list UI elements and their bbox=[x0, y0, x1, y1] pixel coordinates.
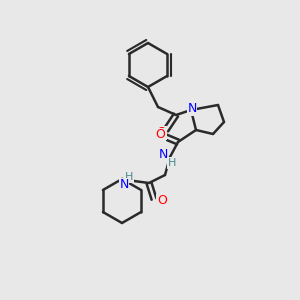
Text: O: O bbox=[157, 194, 167, 208]
Text: N: N bbox=[158, 148, 168, 161]
Text: H: H bbox=[168, 158, 176, 168]
Text: N: N bbox=[119, 178, 129, 191]
Text: H: H bbox=[125, 172, 133, 182]
Text: N: N bbox=[187, 103, 197, 116]
Text: O: O bbox=[156, 127, 166, 140]
Text: O: O bbox=[155, 128, 165, 142]
